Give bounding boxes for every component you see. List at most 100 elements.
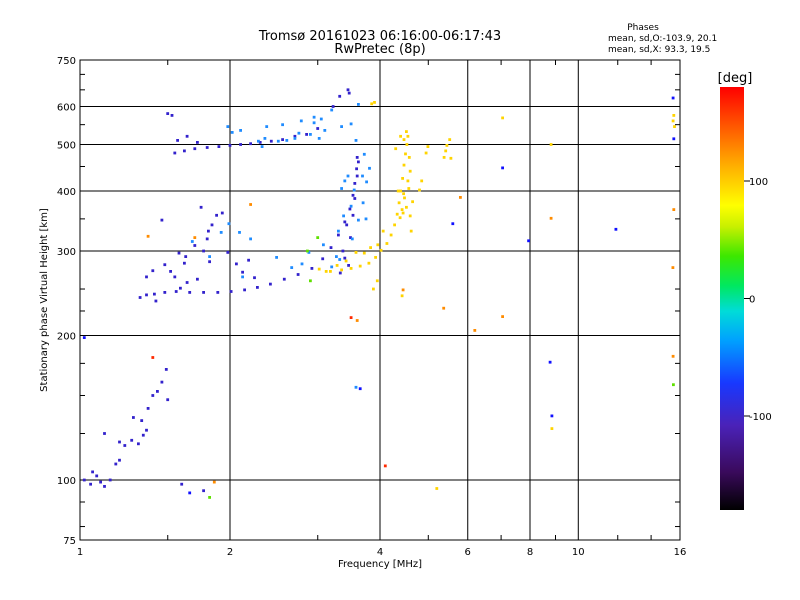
data-point <box>177 251 181 255</box>
data-point <box>219 231 223 234</box>
data-point <box>322 243 325 247</box>
data-point <box>408 214 412 218</box>
data-point <box>269 282 272 286</box>
data-point <box>361 174 364 178</box>
data-point <box>451 222 455 226</box>
data-point <box>331 105 335 108</box>
data-point <box>151 269 155 273</box>
data-point <box>381 229 385 233</box>
data-point <box>256 286 259 289</box>
data-point <box>205 237 209 241</box>
data-point <box>230 131 234 134</box>
data-point <box>407 187 411 190</box>
data-point <box>671 354 675 358</box>
data-point <box>349 204 353 208</box>
data-point <box>402 192 405 196</box>
data-point <box>208 496 211 499</box>
data-point <box>409 229 413 233</box>
data-point <box>338 94 342 98</box>
data-point <box>365 180 368 184</box>
data-point <box>108 478 112 482</box>
data-point <box>114 462 118 466</box>
data-point <box>355 174 359 178</box>
data-point <box>401 211 405 215</box>
data-point <box>395 212 399 216</box>
data-point <box>180 482 184 486</box>
data-point <box>215 213 218 217</box>
data-point <box>397 201 401 205</box>
data-point <box>99 480 102 484</box>
data-point <box>156 390 159 393</box>
data-point <box>316 127 320 130</box>
colorbar-label: [deg] <box>718 71 753 86</box>
data-point <box>342 214 345 218</box>
data-point <box>179 286 182 290</box>
data-point <box>348 207 352 211</box>
data-point <box>317 267 321 271</box>
data-point <box>448 138 452 141</box>
data-point <box>672 208 676 211</box>
data-point <box>550 414 554 418</box>
data-point <box>449 156 453 160</box>
data-point <box>145 275 148 279</box>
data-point <box>400 208 404 211</box>
data-point <box>208 255 211 258</box>
data-point <box>193 236 197 239</box>
data-point <box>173 151 177 155</box>
data-point <box>145 428 148 432</box>
data-point <box>671 119 675 123</box>
x-axis-label: Frequency [MHz] <box>338 559 422 570</box>
data-point <box>346 88 350 92</box>
phases-mean-o: mean, sd,O:-103.9, 20.1 <box>608 34 717 44</box>
data-point <box>405 143 409 146</box>
data-point <box>166 112 170 115</box>
data-point <box>346 174 350 178</box>
y-tick-label: 300 <box>57 247 76 258</box>
data-point <box>370 102 374 106</box>
data-point <box>238 231 241 234</box>
colorbar-tick-label: 100 <box>749 177 768 188</box>
data-point <box>151 356 155 359</box>
data-point <box>501 116 504 120</box>
data-point <box>444 149 448 153</box>
data-point <box>379 248 383 252</box>
data-point <box>160 218 164 222</box>
axes: 1 2 4 6 8 10 16 75 100 200 300 400 500 600 750 <box>57 56 686 558</box>
data-point <box>164 368 168 371</box>
data-point <box>445 144 449 147</box>
data-point <box>310 267 314 270</box>
y-axis-label: Stationary phase Virtual Height [km] <box>39 208 50 392</box>
data-point <box>146 407 150 410</box>
data-point <box>329 246 333 249</box>
data-point <box>396 189 400 193</box>
data-point <box>338 271 342 275</box>
data-point <box>347 91 351 95</box>
data-point <box>350 237 354 241</box>
colorbar-tick-label: 0 <box>749 295 755 306</box>
data-point <box>355 156 359 159</box>
data-point <box>185 134 189 138</box>
data-point <box>185 281 189 284</box>
y-tick-label: 500 <box>57 141 76 152</box>
data-point <box>343 179 347 183</box>
data-point <box>103 485 106 488</box>
data-point <box>357 103 360 106</box>
data-point <box>672 114 676 117</box>
data-point <box>243 288 246 292</box>
data-point <box>368 166 371 170</box>
data-point <box>220 211 224 215</box>
data-point <box>312 121 316 125</box>
data-point <box>324 270 328 273</box>
data-points <box>82 88 676 499</box>
data-point <box>353 197 357 200</box>
data-point <box>140 419 144 422</box>
data-point <box>296 273 300 276</box>
data-point <box>323 129 327 132</box>
data-point <box>208 260 211 264</box>
y-tick-label: 200 <box>57 332 76 343</box>
data-point <box>183 149 186 153</box>
data-point <box>329 270 332 273</box>
data-point <box>401 177 404 180</box>
data-point <box>309 279 312 283</box>
data-point <box>335 255 338 258</box>
